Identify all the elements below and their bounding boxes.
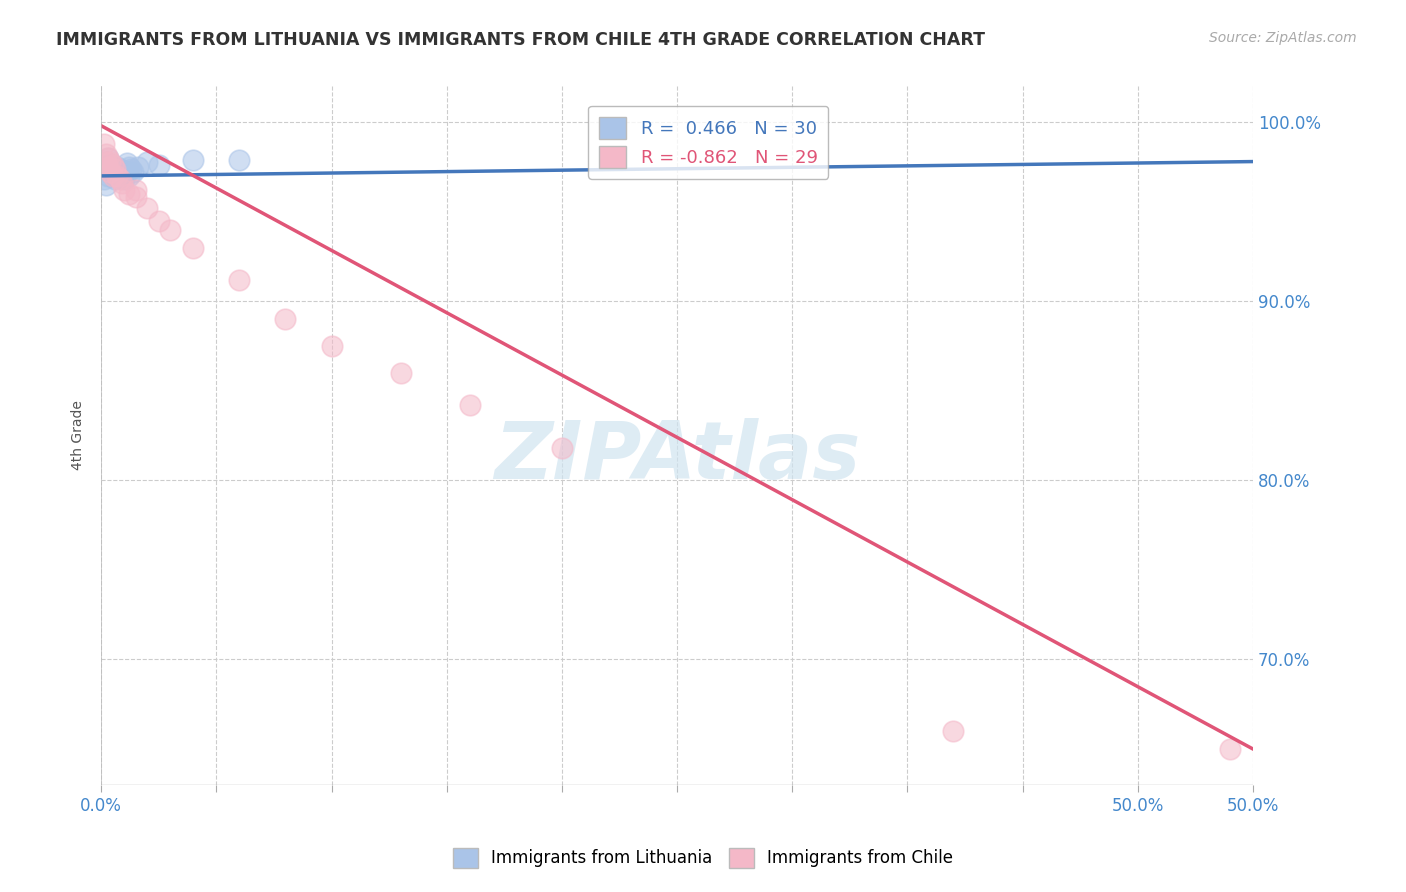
Point [94, 154, 117, 169]
Point [108, 161, 131, 176]
Point [108, 170, 131, 185]
Point [97, 161, 120, 176]
Point [125, 183, 148, 197]
Point [104, 161, 127, 176]
Point [551, 441, 574, 455]
Point [97, 151, 120, 165]
Point [93, 172, 115, 186]
Text: Source: ZipAtlas.com: Source: ZipAtlas.com [1209, 31, 1357, 45]
Point [118, 160, 141, 174]
Point [115, 165, 138, 179]
Point [389, 366, 412, 380]
Point [94, 178, 117, 192]
Point [183, 153, 205, 167]
Point [105, 160, 128, 174]
Point [127, 160, 149, 174]
Point [104, 172, 127, 186]
Point [97, 160, 120, 174]
Point [228, 153, 250, 167]
Point [112, 183, 135, 197]
Point [148, 213, 170, 227]
Point [100, 158, 122, 172]
Point [97, 151, 120, 165]
Point [101, 169, 124, 183]
Point [108, 172, 131, 186]
Point [159, 222, 181, 236]
Point [321, 339, 343, 353]
Point [136, 154, 159, 169]
Point [101, 161, 124, 176]
Legend: R =  0.466   N = 30, R = -0.862   N = 29: R = 0.466 N = 30, R = -0.862 N = 29 [588, 106, 828, 178]
Point [111, 167, 134, 181]
Point [942, 724, 965, 739]
Point [112, 172, 135, 186]
Y-axis label: 4th Grade: 4th Grade [72, 401, 86, 470]
Point [101, 158, 124, 172]
Point [101, 169, 124, 183]
Point [112, 163, 135, 178]
Text: ZIPAtlas: ZIPAtlas [494, 417, 860, 496]
Point [136, 201, 159, 215]
Point [228, 273, 250, 287]
Point [122, 165, 145, 179]
Point [148, 158, 170, 172]
Point [458, 398, 481, 412]
Point [183, 240, 205, 254]
Point [94, 154, 117, 169]
Point [105, 169, 128, 183]
Legend: Immigrants from Lithuania, Immigrants from Chile: Immigrants from Lithuania, Immigrants fr… [446, 841, 960, 875]
Point [111, 176, 134, 190]
Point [274, 312, 297, 326]
Point [97, 169, 120, 183]
Point [105, 165, 128, 179]
Point [100, 165, 122, 179]
Point [94, 147, 117, 161]
Point [125, 190, 148, 204]
Point [118, 186, 141, 201]
Point [1219, 742, 1241, 756]
Point [93, 136, 115, 151]
Point [120, 161, 142, 176]
Point [115, 156, 138, 170]
Point [100, 165, 122, 179]
Point [93, 160, 115, 174]
Point [100, 154, 122, 169]
Point [118, 169, 141, 183]
Text: IMMIGRANTS FROM LITHUANIA VS IMMIGRANTS FROM CHILE 4TH GRADE CORRELATION CHART: IMMIGRANTS FROM LITHUANIA VS IMMIGRANTS … [56, 31, 986, 49]
